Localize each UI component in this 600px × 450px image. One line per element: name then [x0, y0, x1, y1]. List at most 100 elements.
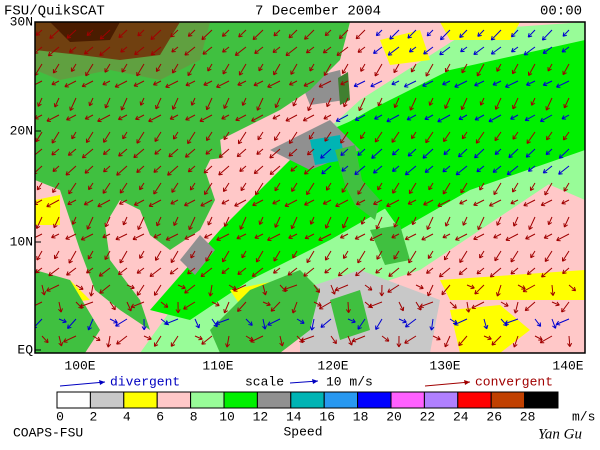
wind-arrow: [85, 131, 94, 144]
wind-arrow: [221, 29, 230, 37]
wind-arrow: [51, 80, 60, 86]
wind-arrow: [292, 250, 298, 259]
scale-label: scale: [245, 374, 284, 389]
wind-arrow: [236, 148, 247, 158]
wind-arrow: [339, 233, 349, 239]
wind-arrow: [134, 46, 145, 56]
wind-arrow: [136, 165, 145, 174]
wind-arrow: [207, 63, 213, 72]
wind-arrow: [524, 114, 536, 122]
wind-arrow: [215, 318, 230, 326]
wind-arrow: [253, 80, 264, 87]
wind-arrow: [133, 199, 145, 206]
wind-arrow: [439, 46, 451, 56]
wind-arrow: [323, 114, 332, 120]
wind-arrow: [254, 46, 264, 55]
wind-arrow: [167, 165, 179, 176]
wind-arrow: [153, 233, 162, 239]
wind-arrow: [398, 301, 405, 312]
map-field: [35, 22, 585, 353]
divergent-label: divergent: [110, 374, 180, 389]
wind-arrow: [52, 165, 60, 173]
wind-arrow: [203, 80, 213, 86]
colorbar-swatch: [357, 391, 392, 409]
wind-arrow: [49, 29, 60, 39]
wind-arrow: [355, 29, 366, 40]
wind-arrow: [392, 182, 400, 194]
wind-arrow: [422, 80, 434, 87]
wind-arrow: [388, 267, 400, 277]
wind-arrow: [239, 165, 247, 172]
wind-arrow: [561, 46, 570, 53]
wind-arrow: [508, 148, 519, 159]
wind-arrow: [408, 182, 417, 195]
wind-arrow: [442, 165, 451, 173]
wind-arrow: [290, 216, 298, 230]
wind-arrow: [357, 250, 366, 264]
wind-arrow: [407, 148, 417, 157]
wind-arrow: [523, 46, 536, 56]
wind-arrow: [524, 301, 536, 312]
wind-arrow: [165, 233, 179, 241]
wind-arrow: [460, 97, 468, 111]
wind-arrow: [221, 199, 230, 205]
wind-arrow: [458, 267, 468, 276]
wind-arrow: [68, 250, 77, 264]
wind-arrow: [104, 250, 111, 261]
wind-arrow: [371, 148, 383, 159]
wind-arrow: [205, 250, 213, 262]
wind-arrow: [253, 165, 264, 175]
colorbar-unit: m/s: [572, 409, 595, 424]
colorbar-label: 14: [286, 409, 302, 424]
wind-arrow: [221, 114, 230, 120]
wind-arrow: [562, 29, 570, 37]
wind-arrow: [160, 301, 169, 308]
wind-arrow: [135, 114, 145, 121]
wind-arrow: [425, 63, 434, 77]
wind-arrow: [200, 267, 213, 278]
wind-arrow: [544, 250, 553, 263]
wind-arrow: [407, 29, 417, 39]
wind-arrow: [185, 80, 196, 87]
wind-arrow: [426, 216, 434, 230]
wind-arrow: [476, 63, 485, 77]
wind-arrow: [459, 199, 468, 205]
lat-label: 10N: [10, 234, 33, 249]
wind-arrow: [512, 97, 519, 110]
wind-arrow: [530, 250, 536, 259]
wind-arrow: [562, 131, 570, 141]
wind-arrow: [379, 284, 385, 297]
wind-arrow: [118, 148, 128, 157]
wind-arrow: [153, 284, 162, 296]
wind-arrow: [387, 46, 400, 56]
wind-arrow: [545, 97, 553, 111]
wind-arrow: [254, 233, 264, 239]
wind-arrow: [237, 301, 247, 312]
wind-arrow: [357, 318, 366, 330]
wind-arrow: [133, 80, 145, 87]
wind-arrow: [479, 97, 485, 106]
wind-arrow: [442, 233, 451, 239]
wind-arrow: [477, 216, 485, 231]
wind-arrow: [97, 114, 111, 123]
wind-arrow: [115, 318, 128, 327]
wind-arrow: [119, 250, 128, 264]
wind-arrow: [526, 267, 536, 276]
wind-arrow: [35, 301, 43, 306]
wind-arrow: [324, 216, 332, 229]
wind-arrow: [168, 148, 179, 158]
wind-arrow: [393, 63, 400, 74]
wind-arrow: [58, 301, 63, 313]
wind-arrow: [342, 250, 349, 259]
wind-arrow: [527, 165, 536, 172]
wind-arrow: [476, 267, 485, 275]
wind-arrow: [360, 131, 366, 140]
wind-arrow: [35, 216, 43, 230]
wind-arrow: [494, 131, 502, 142]
scale-value: 10 m/s: [326, 374, 373, 389]
wind-arrow: [410, 63, 417, 73]
wind-arrow: [341, 216, 349, 229]
wind-arrow: [496, 216, 502, 226]
wind-arrow: [118, 199, 128, 205]
wind-arrow: [194, 318, 201, 329]
